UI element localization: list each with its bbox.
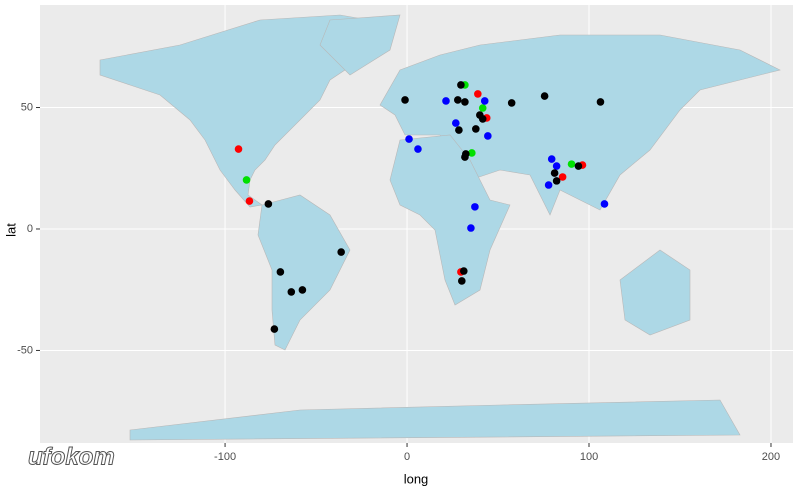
point bbox=[596, 98, 605, 106]
point bbox=[600, 200, 609, 208]
point bbox=[574, 162, 583, 170]
x-tick-label: 100 bbox=[580, 451, 598, 463]
x-tick-label: 0 bbox=[404, 451, 410, 463]
point bbox=[454, 96, 462, 104]
point bbox=[452, 119, 460, 127]
point bbox=[468, 149, 476, 157]
africa bbox=[389, 134, 511, 306]
point bbox=[298, 286, 307, 294]
point bbox=[461, 153, 469, 161]
point bbox=[507, 99, 516, 107]
point bbox=[245, 197, 254, 205]
point bbox=[474, 90, 482, 98]
antarctica bbox=[129, 399, 741, 441]
point bbox=[458, 277, 466, 285]
point bbox=[264, 200, 273, 208]
point bbox=[455, 126, 463, 134]
point bbox=[544, 181, 553, 189]
world-map bbox=[99, 14, 781, 441]
y-tick-label: 0 bbox=[27, 223, 33, 235]
point bbox=[270, 325, 279, 333]
point bbox=[552, 162, 561, 170]
y-axis-title: lat bbox=[3, 223, 18, 237]
point bbox=[467, 224, 475, 232]
point bbox=[401, 96, 409, 104]
australia bbox=[619, 249, 691, 336]
x-tick-label: 200 bbox=[762, 451, 780, 463]
y-tick-label: 50 bbox=[21, 101, 33, 113]
point bbox=[457, 81, 465, 89]
point bbox=[550, 169, 559, 177]
y-tick-label: -50 bbox=[17, 344, 33, 356]
x-axis-title: long bbox=[404, 471, 429, 486]
point bbox=[337, 248, 345, 256]
point bbox=[558, 173, 567, 181]
point bbox=[547, 155, 556, 163]
point bbox=[478, 115, 487, 123]
point bbox=[414, 145, 422, 153]
point bbox=[242, 176, 251, 184]
point bbox=[276, 268, 285, 276]
point bbox=[552, 177, 561, 185]
point bbox=[234, 145, 243, 153]
points bbox=[234, 81, 609, 333]
point bbox=[472, 125, 480, 133]
point bbox=[405, 135, 413, 143]
point bbox=[478, 104, 487, 112]
south-america bbox=[257, 194, 351, 351]
point bbox=[460, 267, 468, 275]
greenland bbox=[319, 14, 401, 76]
watermark: ufokom bbox=[28, 443, 115, 470]
point bbox=[442, 97, 450, 105]
x-tick-label: -100 bbox=[214, 451, 236, 463]
point bbox=[484, 132, 492, 140]
point bbox=[461, 98, 469, 106]
point bbox=[567, 160, 576, 168]
point bbox=[471, 203, 479, 211]
point bbox=[480, 97, 489, 105]
point bbox=[540, 92, 549, 100]
point bbox=[287, 288, 296, 296]
